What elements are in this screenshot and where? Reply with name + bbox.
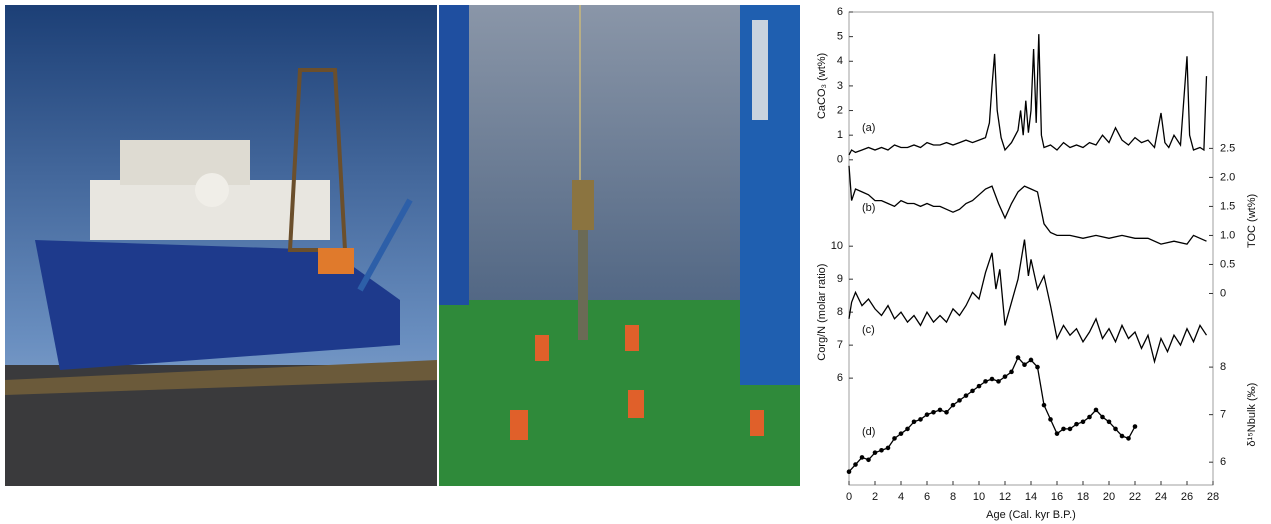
x-tick-label: 8: [950, 491, 956, 503]
data-point: [911, 419, 917, 425]
y-tick-label: 6: [837, 6, 843, 18]
ship-photo: [5, 5, 437, 486]
data-point: [1009, 369, 1014, 375]
deck-photo: [439, 5, 800, 486]
data-point: [1002, 374, 1008, 379]
panel-label: (c): [862, 324, 875, 336]
data-point: [879, 447, 884, 453]
data-point: [853, 462, 858, 467]
data-point: [1028, 357, 1034, 363]
y-tick-label: 6: [837, 372, 843, 384]
data-point: [859, 455, 865, 460]
y-axis-label: δ¹⁵Nbulk (‰): [1246, 383, 1258, 447]
data-point: [937, 407, 943, 413]
data-point: [1048, 417, 1053, 422]
data-point: [931, 409, 936, 415]
x-tick-label: 18: [1077, 491, 1089, 503]
data-point: [1022, 362, 1027, 368]
y-tick-label: 2.0: [1220, 171, 1235, 183]
data-point: [918, 417, 923, 422]
y-tick-label: 2.5: [1220, 142, 1235, 154]
data-point: [866, 457, 871, 463]
data-point: [950, 402, 956, 408]
data-point: [1035, 364, 1040, 370]
x-tick-label: 0: [846, 491, 852, 503]
data-line: [848, 34, 1208, 156]
panel-label: (a): [862, 122, 875, 134]
data-point: [944, 409, 949, 415]
y-tick-label: 1.0: [1220, 229, 1235, 241]
y-tick-label: 7: [837, 339, 843, 351]
data-point: [1087, 414, 1092, 420]
y-tick-label: 3: [837, 80, 843, 92]
y-tick-label: 6: [1220, 456, 1226, 468]
x-tick-label: 22: [1129, 491, 1141, 503]
x-tick-label: 20: [1103, 491, 1115, 503]
data-point: [1093, 407, 1099, 413]
data-point: [1119, 433, 1125, 439]
x-tick-label: 24: [1155, 491, 1167, 503]
data-point: [905, 426, 910, 432]
data-point: [1041, 402, 1047, 408]
data-point: [1106, 419, 1112, 425]
panel-label: (d): [862, 426, 875, 438]
data-point: [885, 445, 891, 451]
y-axis-label: TOC (wt%): [1246, 194, 1258, 248]
y-tick-label: 10: [831, 240, 843, 252]
y-tick-label: 5: [837, 31, 843, 43]
data-point: [989, 376, 995, 382]
data-point: [846, 469, 852, 474]
data-point: [892, 436, 897, 441]
data-point: [872, 450, 878, 455]
x-tick-label: 16: [1051, 491, 1063, 503]
y-tick-label: 0: [1220, 287, 1226, 299]
panel-label: (b): [862, 202, 875, 214]
y-axis-label: Corg/N (molar ratio): [816, 264, 828, 361]
x-tick-label: 6: [924, 491, 930, 503]
x-tick-label: 2: [872, 491, 878, 503]
y-tick-label: 4: [837, 55, 843, 67]
x-tick-label: 4: [898, 491, 904, 503]
y-tick-label: 7: [1220, 409, 1226, 421]
data-point: [970, 388, 975, 394]
data-point: [1054, 431, 1060, 436]
y-tick-label: 8: [837, 306, 843, 318]
data-point: [924, 412, 930, 417]
data-point: [1132, 424, 1138, 429]
plot-frame: [848, 11, 1214, 486]
data-point: [996, 379, 1001, 384]
data-point: [1061, 426, 1066, 432]
data-line: [848, 239, 1208, 365]
data-point: [976, 383, 982, 389]
data-point: [898, 431, 904, 436]
data-point: [1067, 426, 1073, 432]
y-tick-label: 0: [837, 154, 843, 166]
data-point: [1015, 355, 1021, 360]
x-tick-label: 28: [1207, 491, 1219, 503]
data-point: [1126, 436, 1131, 441]
x-tick-label: 14: [1025, 491, 1037, 503]
data-point: [1074, 421, 1079, 427]
y-tick-label: 0.5: [1220, 258, 1235, 270]
y-tick-label: 8: [1220, 361, 1226, 373]
x-tick-label: 10: [973, 491, 985, 503]
data-point: [963, 393, 969, 398]
data-point: [1080, 419, 1086, 425]
data-point: [957, 398, 962, 403]
y-axis-label: CaCO₃ (wt%): [816, 53, 828, 119]
data-point: [1113, 426, 1118, 432]
data-point: [1100, 414, 1105, 420]
y-tick-label: 9: [837, 273, 843, 285]
x-tick-label: 12: [999, 491, 1011, 503]
x-axis-label: Age (Cal. kyr B.P.): [986, 509, 1076, 521]
y-tick-label: 2: [837, 104, 843, 116]
y-tick-label: 1: [837, 129, 843, 141]
y-tick-label: 1.5: [1220, 200, 1235, 212]
data-line: [848, 356, 1136, 473]
x-tick-label: 26: [1181, 491, 1193, 503]
data-line: [848, 165, 1207, 245]
data-point: [983, 379, 988, 384]
